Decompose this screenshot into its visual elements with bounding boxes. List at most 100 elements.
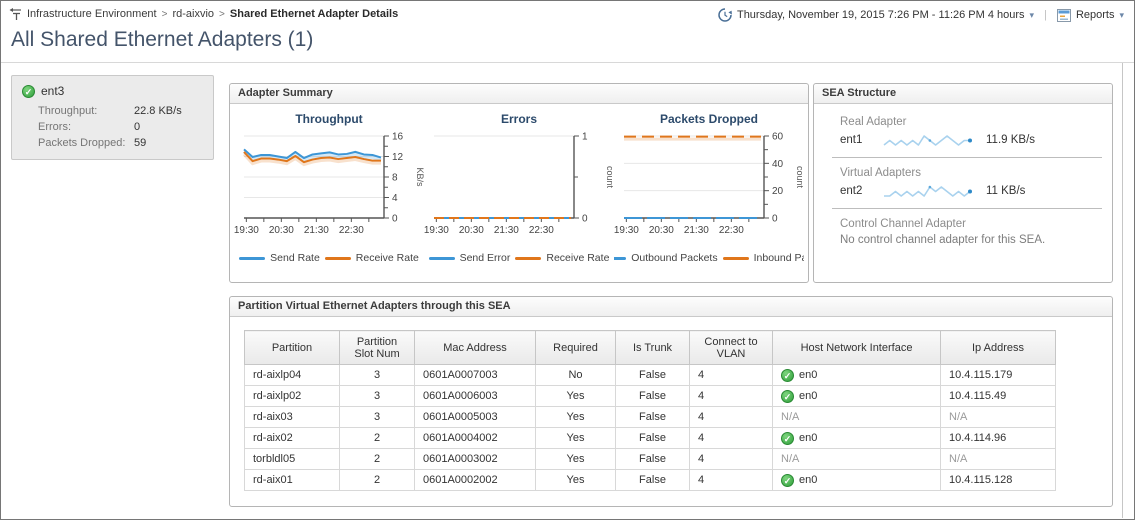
svg-text:22:30: 22:30 — [529, 225, 554, 236]
tile-throughput-label: Throughput: — [38, 105, 98, 117]
table-cell: 0601A0002002 — [414, 469, 536, 491]
table-cell: False — [615, 448, 690, 470]
host-network-interface-cell: N/A — [772, 406, 941, 428]
up-level-icon[interactable] — [9, 8, 22, 20]
host-network-interface-cell: en0 — [772, 469, 941, 491]
column-header[interactable]: Mac Address — [414, 330, 536, 365]
breadcrumb-item-server[interactable]: rd-aixvio — [172, 8, 215, 20]
table-cell: 0601A0004002 — [414, 427, 536, 449]
svg-text:60: 60 — [772, 132, 784, 143]
chart-legend: Outbound Packets Inbound Pack — [614, 252, 804, 264]
legend-swatch — [515, 256, 542, 260]
column-header[interactable]: Required — [535, 330, 616, 365]
virtual-adapter-name[interactable]: ent2 — [840, 185, 863, 197]
tile-errors-value: 0 — [134, 121, 141, 133]
reports-icon — [1056, 8, 1071, 22]
tile-errors-label: Errors: — [38, 121, 71, 133]
svg-text:20: 20 — [772, 186, 784, 197]
sea-structure-panel: SEA Structure Real Adapter ent1 11.9 KB/… — [813, 83, 1113, 283]
table-cell: rd-aix03 — [244, 406, 340, 428]
svg-text:22:30: 22:30 — [719, 225, 744, 236]
legend-label: Receive Rate — [546, 252, 610, 264]
legend-label: Receive Rate — [355, 252, 419, 264]
chart-legend: Send Rate Receive Rate — [234, 252, 424, 264]
status-ok-icon — [781, 368, 794, 382]
table-cell: 4 — [689, 364, 773, 386]
adapter-summary-header: Adapter Summary — [230, 84, 808, 104]
breadcrumb: Infrastructure Environment > rd-aixvio >… — [9, 8, 398, 20]
reports-menu[interactable]: Reports ▾ — [1056, 8, 1124, 22]
column-header[interactable]: Is Trunk — [615, 330, 690, 365]
table-cell: Yes — [535, 469, 616, 491]
table-cell: False — [615, 469, 690, 491]
chevron-down-icon: ▾ — [1029, 9, 1035, 20]
sea-structure-header: SEA Structure — [814, 84, 1112, 104]
svg-text:16: 16 — [392, 132, 404, 143]
svg-text:4: 4 — [392, 193, 398, 204]
table-cell: False — [615, 427, 690, 449]
svg-text:0: 0 — [772, 214, 778, 225]
sea-summary-tile[interactable]: ent3 Throughput: 22.8 KB/s Errors: 0 Pac… — [11, 75, 214, 160]
column-header[interactable]: Partition — [244, 330, 340, 365]
table-cell: 10.4.115.128 — [940, 469, 1056, 491]
table-cell: No — [535, 364, 616, 386]
header-divider — [1, 62, 1134, 63]
section-divider — [832, 208, 1102, 209]
table-cell: 10.4.115.179 — [940, 364, 1056, 386]
svg-text:22:30: 22:30 — [339, 225, 364, 236]
svg-text:19:30: 19:30 — [424, 225, 449, 236]
errors-chart: 0 1 19:30 20:30 21:30 22:30 count — [424, 132, 615, 237]
host-interface-name: en0 — [799, 432, 818, 444]
partition-table: Partition Partition Slot Num Mac Address Re… — [244, 330, 1056, 491]
status-ok-icon — [781, 473, 794, 487]
table-row[interactable]: torbldl05 2 0601A0003002 Yes False 4 N/A N/A — [244, 448, 1056, 470]
legend-label: Send Rate — [270, 252, 320, 264]
table-cell: Yes — [535, 406, 616, 428]
svg-text:count: count — [795, 166, 804, 189]
legend-label: Inbound Pack — [753, 252, 804, 264]
status-ok-icon — [781, 389, 794, 403]
column-header[interactable]: Partition Slot Num — [339, 330, 415, 365]
svg-text:KB/s: KB/s — [415, 167, 424, 187]
breadcrumb-item-infrastructure[interactable]: Infrastructure Environment — [27, 8, 157, 20]
table-cell: 0601A0006003 — [414, 385, 536, 407]
real-adapter-name[interactable]: ent1 — [840, 134, 863, 146]
column-header[interactable]: Host Network Interface — [772, 330, 941, 365]
sea-name: ent3 — [41, 84, 65, 98]
legend-label: Send Error — [459, 252, 511, 264]
control-channel-message: No control channel adapter for this SEA. — [840, 234, 1046, 246]
table-cell: rd-aix01 — [244, 469, 340, 491]
table-cell: 0601A0005003 — [414, 406, 536, 428]
table-row[interactable]: rd-aix03 3 0601A0005003 Yes False 4 N/A N/A — [244, 406, 1056, 428]
table-cell: Yes — [535, 427, 616, 449]
column-header[interactable]: Ip Address — [940, 330, 1056, 365]
virtual-adapter-value: 11 KB/s — [986, 185, 1026, 197]
topbar-controls: Thursday, November 19, 2015 7:26 PM - 11… — [718, 8, 1124, 22]
time-range-selector[interactable]: Thursday, November 19, 2015 7:26 PM - 11… — [718, 8, 1034, 22]
table-cell: 2 — [339, 448, 415, 470]
table-cell: False — [615, 364, 690, 386]
table-cell: 4 — [689, 406, 773, 428]
table-cell: 4 — [689, 427, 773, 449]
table-cell: N/A — [940, 448, 1056, 470]
status-ok-icon — [781, 431, 794, 445]
table-cell: rd-aixlp02 — [244, 385, 340, 407]
chart-title: Errors — [500, 112, 538, 126]
table-cell: 4 — [689, 385, 773, 407]
svg-text:20:30: 20:30 — [269, 225, 294, 236]
host-interface-name: en0 — [799, 390, 818, 402]
host-network-interface-cell: N/A — [772, 448, 941, 470]
status-ok-icon — [22, 84, 35, 98]
host-interface-name: en0 — [799, 369, 818, 381]
throughput-chart: 0 4 8 12 16 19:30 20:30 21:30 22:30 KB/s — [234, 132, 425, 237]
column-header[interactable]: Connect to VLAN — [689, 330, 773, 365]
page-title: All Shared Ethernet Adapters (1) — [11, 28, 314, 51]
svg-text:0: 0 — [582, 214, 588, 225]
svg-text:19:30: 19:30 — [234, 225, 259, 236]
table-cell: 2 — [339, 469, 415, 491]
